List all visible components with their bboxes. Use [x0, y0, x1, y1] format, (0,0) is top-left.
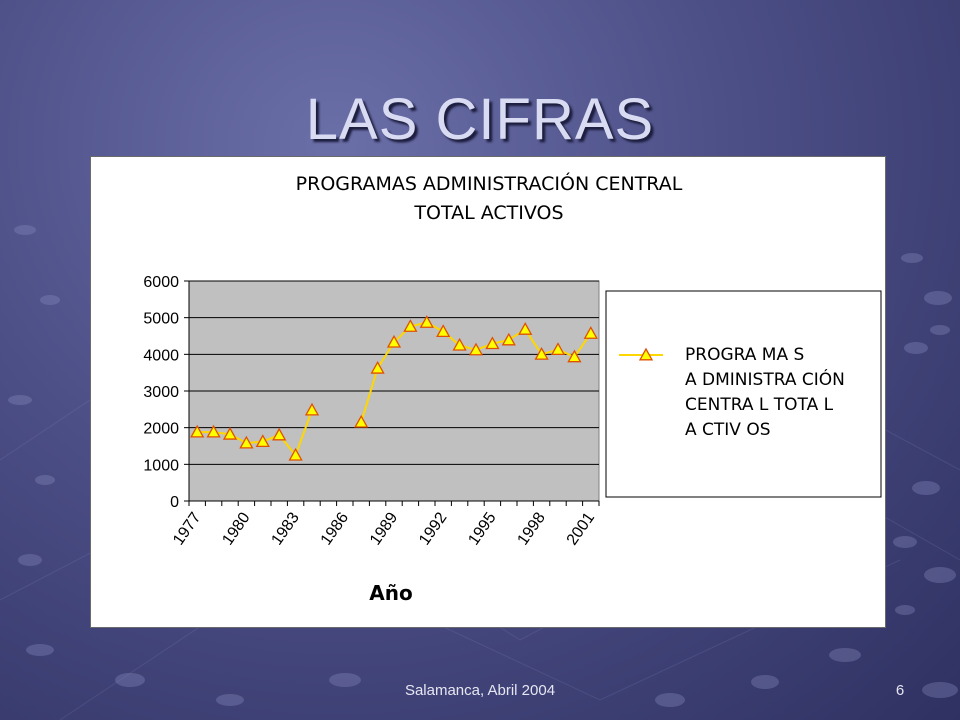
data-point-1992	[436, 324, 451, 338]
data-point-1981	[255, 434, 270, 448]
data-point-2001	[583, 326, 598, 339]
x-tick-label-0: 1977	[170, 509, 204, 548]
data-point-1977	[190, 424, 205, 438]
x-tick-label-3: 1986	[318, 509, 352, 548]
data-point-1988	[370, 360, 385, 374]
data-point-1989	[386, 334, 402, 348]
x-tick-label-4: 1989	[367, 509, 401, 548]
y-tick-label-3: 3000	[143, 384, 179, 401]
legend-marker	[638, 347, 654, 361]
page-number: 6	[895, 682, 905, 699]
data-point-1984	[304, 402, 320, 416]
data-point-2000	[567, 349, 582, 363]
data-point-1987	[354, 414, 369, 428]
data-point-1983	[288, 447, 303, 461]
x-tick-label-1: 1980	[219, 509, 253, 548]
legend-label-line-2: CENTRA L TOTA L	[685, 395, 834, 415]
slide-title: LAS CIFRAS	[305, 87, 655, 152]
x-tick-label-7: 1998	[515, 509, 549, 548]
data-point-1996	[501, 332, 516, 346]
footer-text: Salamanca, Abril 2004	[404, 682, 556, 699]
legend-label-line-3: A CTIV OS	[685, 420, 771, 440]
y-tick-label-4: 4000	[143, 347, 179, 364]
y-tick-label-5: 5000	[143, 311, 179, 328]
data-point-1990	[403, 319, 418, 332]
data-point-1978	[206, 424, 221, 438]
data-point-1995	[485, 336, 500, 350]
y-tick-label-2: 2000	[143, 421, 179, 438]
y-tick-label-0: 0	[170, 494, 179, 511]
legend-box	[605, 290, 882, 498]
data-point-1997	[518, 322, 533, 335]
data-point-1979	[222, 426, 238, 440]
data-point-1980	[239, 435, 254, 449]
data-point-1991	[419, 315, 434, 328]
data-point-1998	[534, 346, 549, 360]
legend-label-line-1: A DMINISTRA CIÓN	[685, 368, 845, 390]
data-point-1994	[468, 342, 484, 356]
x-tick-label-6: 1995	[465, 509, 499, 548]
data-point-1993	[452, 337, 467, 351]
y-tick-label-6: 6000	[143, 274, 179, 291]
data-point-1999	[550, 342, 566, 356]
y-tick-label-1: 1000	[143, 457, 179, 474]
x-tick-label-8: 2001	[564, 509, 598, 548]
chart-title-line-0: PROGRAMAS ADMINISTRACIÓN CENTRAL	[296, 171, 683, 195]
chart-frame: PROGRAMAS ADMINISTRACIÓN CENTRAL TOTAL AC…	[90, 156, 886, 628]
chart-title-line-1: TOTAL ACTIVOS	[413, 202, 563, 224]
x-axis-title: Año	[369, 581, 412, 605]
data-point-1982	[272, 427, 287, 441]
chart-svg: PROGRAMAS ADMINISTRACIÓN CENTRAL TOTAL AC…	[143, 171, 882, 605]
legend-label-line-0: PROGRA MA S	[685, 345, 804, 365]
x-tick-label-2: 1983	[269, 509, 303, 548]
x-tick-label-5: 1992	[416, 509, 450, 548]
